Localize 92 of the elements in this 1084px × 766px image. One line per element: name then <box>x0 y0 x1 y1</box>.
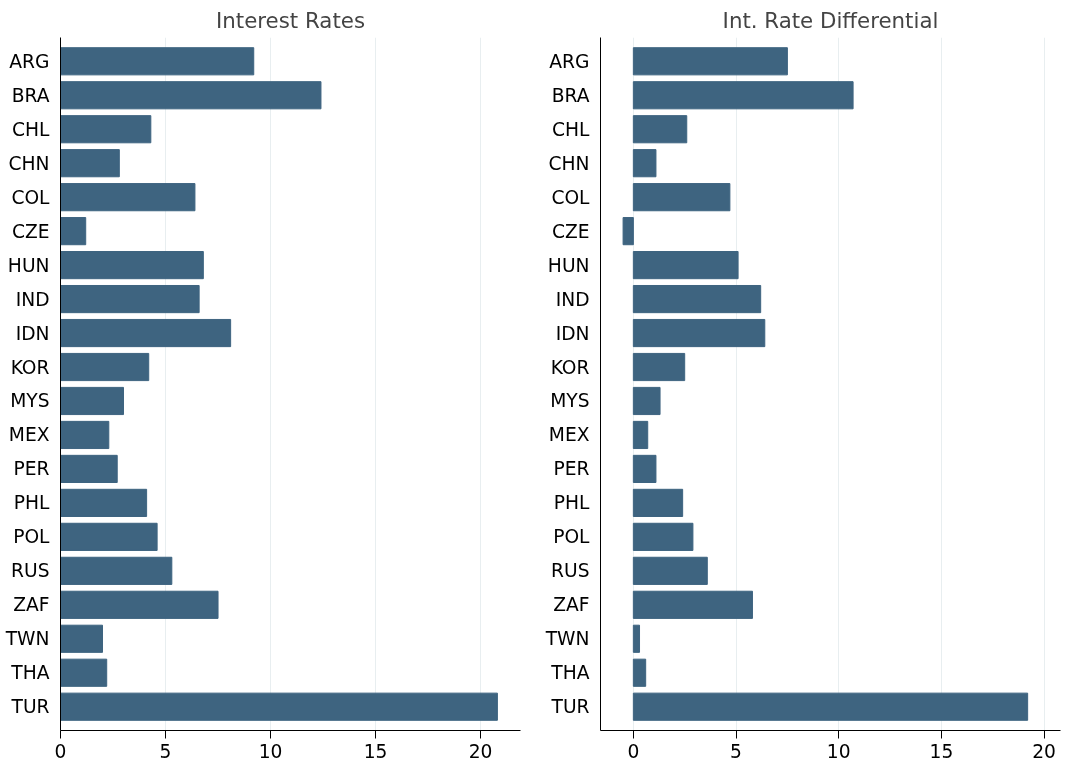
bar <box>622 217 634 246</box>
y-tick-label: RUS <box>551 560 590 582</box>
x-tick-label: 20 <box>468 740 493 762</box>
x-tick-label: 15 <box>363 740 388 762</box>
y-tick-label: COL <box>11 186 51 208</box>
y-tick-label: THA <box>10 662 50 684</box>
bar <box>60 115 152 144</box>
bar <box>632 386 661 416</box>
y-tick-label: MEX <box>548 424 590 446</box>
y-tick-label: KOR <box>550 356 590 378</box>
bar <box>632 352 686 382</box>
y-tick-label: RUS <box>11 560 50 582</box>
bar <box>60 556 173 585</box>
bar <box>60 658 108 687</box>
y-tick-label: MYS <box>550 390 590 412</box>
y-tick-label: HUN <box>7 254 50 276</box>
y-tick-label: TWN <box>4 628 50 650</box>
y-tick-label: TUR <box>550 696 590 718</box>
y-tick-label: PER <box>13 458 50 480</box>
bar <box>632 81 854 110</box>
x-tick-label: 20 <box>1032 740 1056 762</box>
bar <box>60 522 158 551</box>
y-tick-label: PHL <box>553 492 591 514</box>
x-tick-label: 0 <box>54 740 67 762</box>
y-tick-label: HUN <box>547 254 590 276</box>
bar <box>632 658 647 687</box>
bar <box>60 217 87 246</box>
y-tick-label: CHL <box>552 118 591 140</box>
bar <box>60 284 200 314</box>
y-tick-label: POL <box>13 526 51 548</box>
y-tick-label: IDN <box>555 322 590 344</box>
bar <box>60 590 219 619</box>
y-tick-label: COL <box>551 186 591 208</box>
y-tick-label: PHL <box>13 492 51 514</box>
bar <box>60 624 104 653</box>
bar <box>632 590 753 619</box>
y-tick-label: PER <box>553 458 590 480</box>
bar <box>632 454 657 484</box>
bar <box>60 692 498 721</box>
y-tick-label: ZAF <box>13 594 50 616</box>
x-tick-label: 0 <box>627 740 640 762</box>
bar <box>60 318 232 348</box>
y-tick-label: CHL <box>12 118 51 140</box>
y-tick-label: MEX <box>8 424 50 446</box>
bar <box>632 251 739 280</box>
bar <box>60 386 125 416</box>
bar <box>60 454 118 484</box>
y-tick-label: CZE <box>11 220 50 242</box>
bar <box>60 420 110 450</box>
y-tick-label: TUR <box>10 696 50 718</box>
y-tick-label: CZE <box>551 220 590 242</box>
y-tick-label: POL <box>553 526 591 548</box>
bar <box>632 284 762 314</box>
bar <box>632 488 684 517</box>
bar <box>632 115 688 144</box>
y-tick-label: IND <box>555 288 590 310</box>
y-tick-label: BRA <box>11 84 50 106</box>
bar <box>60 81 322 110</box>
bar <box>60 352 150 382</box>
chart-title: Interest Rates <box>216 7 366 33</box>
bar <box>632 624 641 653</box>
y-tick-label: MYS <box>10 390 50 412</box>
bar <box>60 183 196 212</box>
y-tick-label: IND <box>15 288 50 310</box>
x-tick-label: 10 <box>826 740 851 762</box>
bar <box>632 183 731 212</box>
y-tick-label: IDN <box>15 322 50 344</box>
x-tick-label: 10 <box>258 740 283 762</box>
bar <box>60 47 255 76</box>
x-tick-label: 15 <box>929 740 954 762</box>
y-tick-label: BRA <box>551 84 590 106</box>
x-tick-label: 5 <box>730 740 742 762</box>
y-tick-label: ARG <box>549 50 590 72</box>
y-tick-label: TWN <box>544 628 590 650</box>
y-tick-label: CHN <box>548 152 590 174</box>
bar <box>632 556 708 585</box>
bar <box>60 488 148 517</box>
bar <box>632 420 649 450</box>
y-tick-label: KOR <box>10 356 50 378</box>
bar <box>60 251 204 280</box>
bar <box>632 47 788 76</box>
bar <box>632 318 766 348</box>
y-tick-label: CHN <box>8 152 50 174</box>
bar <box>632 692 1029 721</box>
y-tick-label: ZAF <box>553 594 590 616</box>
bar <box>632 522 694 551</box>
x-tick-label: 5 <box>159 740 172 762</box>
y-tick-label: THA <box>550 662 590 684</box>
y-tick-label: ARG <box>9 50 50 72</box>
bar <box>632 149 657 178</box>
chart-title: Int. Rate Differential <box>722 7 939 33</box>
bar <box>60 149 120 178</box>
